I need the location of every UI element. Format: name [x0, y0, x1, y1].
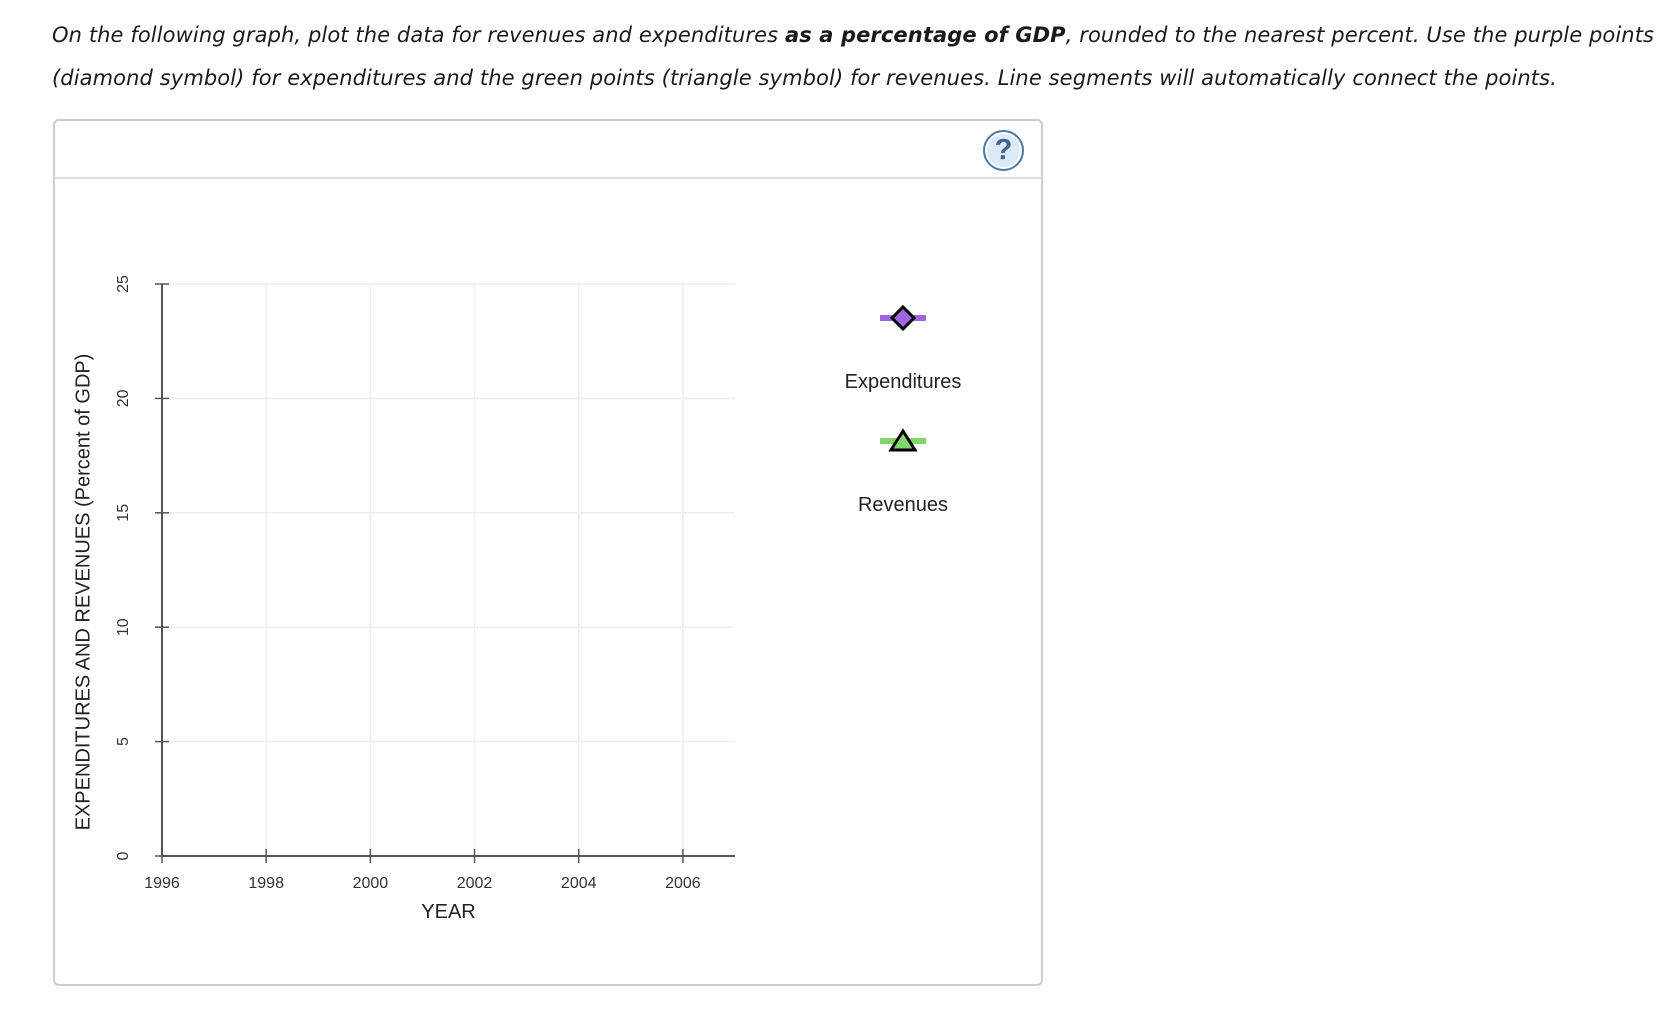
y-tick-label-0: 0 [115, 851, 132, 860]
x-axis-title: YEAR [421, 901, 475, 923]
panel-header-divider [54, 177, 1042, 179]
legend-label-expenditures: Expenditures [845, 371, 962, 393]
grid-lines [162, 283, 735, 856]
instructions-line1-suffix: , rounded to the nearest percent. Use th… [1065, 23, 1655, 47]
diamond-marker-icon[interactable] [889, 304, 917, 332]
x-tick-label-1998: 1998 [248, 875, 284, 892]
help-icon: ? [994, 134, 1013, 166]
x-tick-label-1996: 1996 [144, 875, 180, 892]
legend-item-expenditures[interactable]: Expenditures [845, 304, 962, 393]
legend-label-revenues: Revenues [858, 494, 948, 516]
y-axis-title: EXPENDITURES AND REVENUES (Percent of GD… [72, 354, 94, 831]
instructions-line1-prefix: On the following graph, plot the data fo… [52, 23, 785, 47]
x-tick-label-2006: 2006 [665, 875, 701, 892]
y-tick-label-10: 10 [115, 618, 132, 636]
tick-labels: 0 5 10 15 20 25 1996 1998 2000 2002 2004 2006 [115, 275, 701, 892]
graph-panel [53, 119, 1043, 986]
legend-item-revenues[interactable]: Revenues [858, 428, 948, 516]
legend: Expenditures Revenues [845, 304, 962, 516]
help-button[interactable]: ? [983, 130, 1024, 171]
y-tick-label-20: 20 [115, 389, 132, 407]
triangle-marker-icon[interactable] [888, 428, 918, 452]
instructions-line2: (diamond symbol) for expenditures and th… [52, 66, 1557, 90]
instructions-text: On the following graph, plot the data fo… [52, 14, 1657, 100]
y-tick-label-25: 25 [115, 275, 132, 293]
axes [155, 283, 735, 863]
y-tick-label-5: 5 [115, 737, 132, 746]
x-tick-label-2000: 2000 [353, 875, 389, 892]
instructions-bold-phrase: as a percentage of GDP [784, 23, 1066, 47]
y-tick-label-15: 15 [115, 504, 132, 522]
x-tick-label-2002: 2002 [457, 875, 493, 892]
x-tick-label-2004: 2004 [561, 875, 597, 892]
